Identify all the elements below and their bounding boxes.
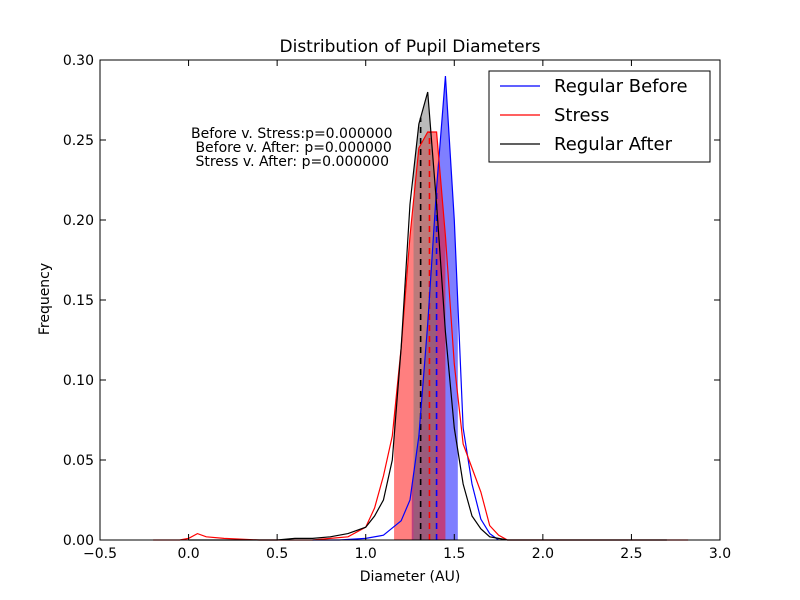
x-tick-label: 2.0 bbox=[532, 546, 554, 562]
chart-title: Distribution of Pupil Diameters bbox=[280, 37, 541, 57]
x-tick-label: −0.5 bbox=[83, 546, 117, 562]
legend-label: Regular Before bbox=[554, 76, 688, 97]
y-tick-label: 0.10 bbox=[63, 373, 94, 389]
legend-label: Stress bbox=[554, 105, 609, 126]
p-value-annotation: Before v. After: p=0.000000 bbox=[191, 140, 392, 156]
axes: −0.5 0.0 0.5 1.0 1.5 2.0 2.5 3.0 0.00 0.05 0.10 0.1… bbox=[63, 53, 731, 562]
series-line-2 bbox=[188, 91, 667, 541]
y-tick-label: 0.20 bbox=[63, 213, 94, 229]
y-tick-label: 0.00 bbox=[63, 533, 94, 549]
x-tick-label: 2.5 bbox=[620, 546, 642, 562]
x-axis-title: Diameter (AU) bbox=[360, 569, 461, 585]
y-tick-label: 0.25 bbox=[63, 133, 94, 149]
plot-area bbox=[153, 75, 689, 541]
p-value-annotations: Before v. Stress:p=0.000000 Before v. Af… bbox=[191, 126, 392, 170]
p-value-annotation: Before v. Stress:p=0.000000 bbox=[191, 126, 392, 142]
p-value-annotation: Stress v. After: p=0.000000 bbox=[191, 154, 389, 170]
legend: Regular Before Stress Regular After bbox=[488, 70, 711, 163]
x-tick-label: 0.0 bbox=[177, 546, 199, 562]
series-line-0 bbox=[312, 75, 499, 541]
y-tick-label: 0.30 bbox=[63, 53, 94, 69]
y-axis-title: Frequency bbox=[37, 263, 53, 335]
x-tick-label: 0.5 bbox=[266, 546, 288, 562]
y-tick-label: 0.05 bbox=[63, 453, 94, 469]
x-tick-label: 3.0 bbox=[709, 546, 731, 562]
legend-label: Regular After bbox=[554, 134, 673, 155]
x-tick-label: 1.5 bbox=[443, 546, 465, 562]
x-tick-label: 1.0 bbox=[355, 546, 377, 562]
y-tick-label: 0.15 bbox=[63, 293, 94, 309]
